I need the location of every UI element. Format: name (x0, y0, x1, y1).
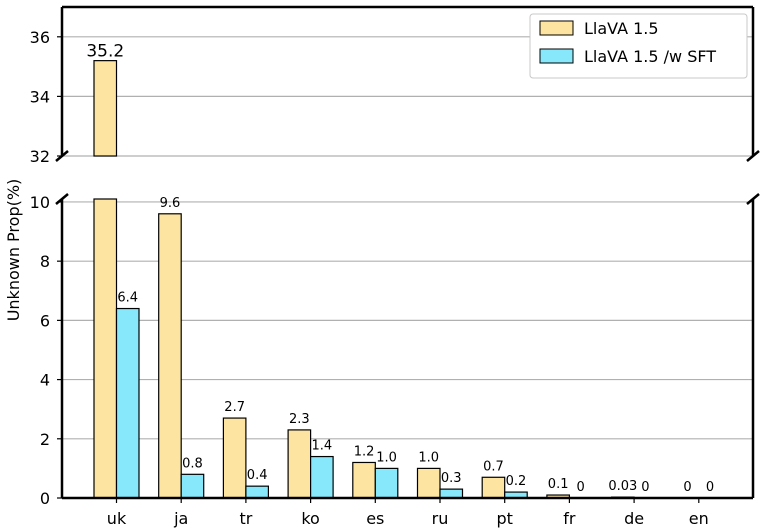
bar-ko-series-0 (287, 429, 312, 499)
y-tick-label-lower: 0 (40, 489, 50, 508)
y-tick-label-upper: 32 (30, 147, 50, 166)
x-tick-label-fr: fr (563, 509, 576, 528)
bar-ja-series-1 (180, 473, 205, 499)
data-label-en-series-0: 0 (683, 480, 691, 495)
x-tick-label-ru: ru (432, 509, 449, 528)
x-tick-label-en: en (689, 509, 709, 528)
break-mark-lower-right (746, 193, 760, 205)
data-label-es-series-0: 1.2 (354, 444, 375, 459)
bar-uk-series-1 (115, 307, 140, 499)
data-label-de-series-1: 0 (641, 480, 649, 495)
data-label-ko-series-0: 2.3 (289, 412, 310, 427)
data-label-ko-series-1: 1.4 (312, 439, 333, 454)
bar-uk-series-0-upper (93, 60, 118, 157)
y-tick-label-lower: 6 (40, 311, 50, 330)
data-label-fr-series-1: 0 (577, 480, 585, 495)
break-mark-lower-left (55, 193, 69, 205)
y-tick-label-lower: 8 (40, 252, 50, 271)
data-label-de-series-0: 0.03 (608, 479, 637, 494)
x-tick-label-de: de (624, 509, 644, 528)
x-tick-label-pt: pt (496, 509, 512, 528)
legend-label-series-0: LlaVA 1.5 (584, 19, 659, 38)
data-label-pt-series-1: 0.2 (506, 474, 527, 489)
bar-es-series-0 (352, 461, 376, 499)
data-labels: 35.26.49.60.82.70.42.31.4 1.2 1.0 1.00.30.7… (86, 42, 714, 495)
y-tick-label-lower: 2 (40, 430, 50, 449)
bar-ja-series-0 (158, 213, 182, 499)
bar-pt-series-0 (481, 476, 506, 499)
bar-ko-series-1 (310, 455, 334, 499)
legend-swatch-series-1 (539, 48, 574, 64)
data-label-ru-series-0: 1.0 (418, 450, 439, 465)
y-tick-label-upper: 34 (30, 87, 50, 106)
x-tick-label-uk: uk (107, 509, 127, 528)
data-label-pt-series-0: 0.7 (483, 459, 504, 474)
data-label-ja-series-1: 0.8 (182, 456, 203, 471)
bars (93, 60, 635, 499)
legend-swatch-series-0 (539, 20, 574, 36)
axes: 32 34 36 0 2 4 6 8 10 uk ja tr ko es ru pt fr de en (30, 5, 760, 528)
y-axis-title: Unknown Prop(%) (4, 179, 23, 322)
y-tick-label-lower: 4 (40, 371, 50, 390)
x-tick-label-ja: ja (173, 509, 188, 528)
legend: LlaVA 1.5 LlaVA 1.5 /w SFT (529, 13, 748, 79)
legend-label-series-1: LlaVA 1.5 /w SFT (584, 47, 716, 66)
data-label-tr-series-0: 2.7 (224, 400, 245, 415)
data-label-ja-series-0: 9.6 (160, 196, 181, 211)
break-mark-upper-right (746, 150, 760, 162)
bar-uk-series-0-lower (93, 198, 118, 499)
x-tick-label-ko: ko (301, 509, 319, 528)
x-tick-label-es: es (366, 509, 384, 528)
data-label-fr-series-0: 0.1 (548, 477, 569, 492)
y-tick-label-lower: 10 (30, 193, 50, 212)
bar-tr-series-1 (245, 485, 269, 499)
x-tick-label-tr: tr (239, 509, 252, 528)
data-label-uk-series-1: 6.4 (117, 291, 138, 306)
data-label-ru-series-1: 0.3 (441, 471, 462, 486)
bar-tr-series-0 (222, 417, 247, 499)
legend-box (529, 13, 748, 79)
data-label-tr-series-1: 0.4 (247, 468, 268, 483)
bar-es-series-1 (374, 467, 399, 499)
data-label-uk-series-0: 35.2 (86, 42, 124, 62)
bar-ru-series-1 (439, 488, 464, 499)
y-tick-label-upper: 36 (30, 28, 50, 47)
data-label-es-series-1: 1.0 (376, 450, 397, 465)
bar-ru-series-0 (416, 467, 441, 499)
data-label-en-series-1: 0 (706, 480, 714, 495)
break-mark-upper-left (55, 150, 69, 162)
